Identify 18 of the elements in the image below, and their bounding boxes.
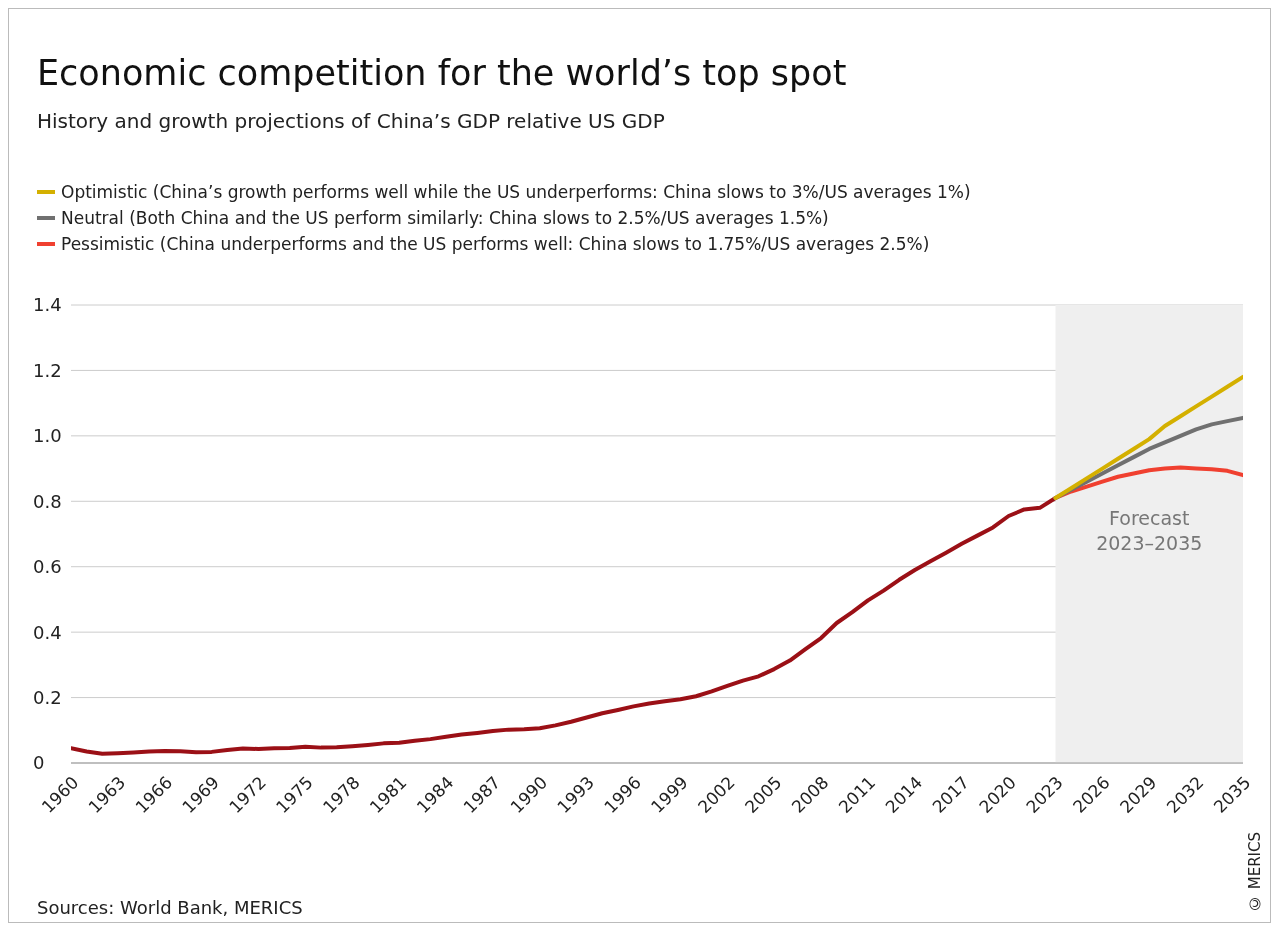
- y-tick-label: 0.4: [33, 621, 62, 643]
- y-tick-label: 1.0: [33, 425, 62, 447]
- line-series: [1053, 374, 1243, 501]
- y-tick-label: 0.6: [33, 556, 62, 578]
- chart-subtitle: History and growth projections of China’s GDP relative US GDP: [37, 109, 665, 133]
- chart-title: Economic competition for the world’s top spot: [37, 53, 847, 93]
- y-tick-label: 1.2: [33, 359, 62, 381]
- y-tick-label: 1.4: [33, 294, 62, 316]
- y-tick-label: 0.2: [33, 686, 62, 708]
- y-tick-label: 0: [33, 752, 45, 774]
- text: © MERICS: [1246, 831, 1264, 912]
- legend-label: Optimistic (China’s growth performs well while the US underperforms: China slows to 3%/US averages 1%): [61, 181, 971, 204]
- legend-label: Neutral (Both China and the US perform similarly: China slows to 2.5%/US averages 1.5%): [61, 207, 829, 230]
- legend-label: Pessimistic (China underperforms and the US performs well: China slows to 1.75%/US averages 2.5%): [61, 233, 930, 256]
- line-series: [71, 496, 1058, 756]
- source-note: Sources: World Bank, MERICS: [37, 897, 303, 918]
- band-label: Forecast 2023–2035: [1096, 506, 1203, 554]
- y-tick-label: 0.8: [33, 490, 62, 512]
